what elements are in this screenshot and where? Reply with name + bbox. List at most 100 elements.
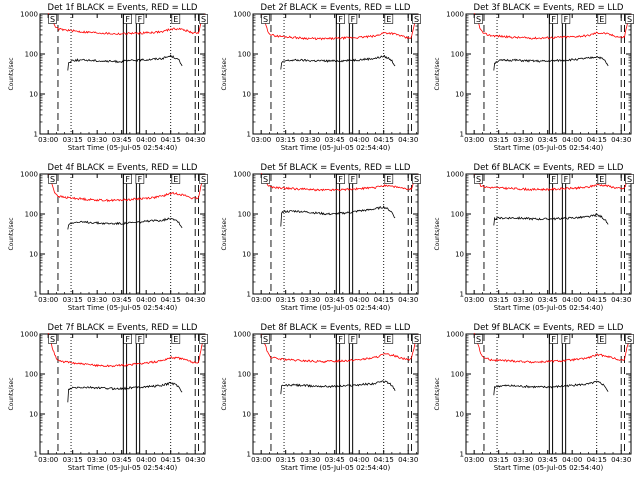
flag-box: [171, 174, 181, 184]
x-tick-label: 04:00: [136, 456, 156, 464]
plot-frame: [252, 13, 419, 135]
x-tick-label: 03:30: [300, 456, 320, 464]
x-tick-label: 04:00: [349, 296, 369, 304]
flag-label: F: [125, 335, 130, 344]
x-tick-label: 03:15: [489, 136, 509, 144]
x-tick-label: 03:00: [251, 456, 271, 464]
y-axis-label: Counts/sec: [434, 377, 441, 410]
y-tick-label: 10: [29, 91, 38, 99]
chart-title: Det 6f BLACK = Events, RED = LLD: [474, 163, 624, 173]
x-tick-label: 04:15: [587, 456, 607, 464]
x-axis-label: Start Time (05-Jul-05 02:54:40): [281, 144, 391, 152]
flag-label: S: [476, 15, 481, 24]
chart-svg: Det 8f BLACK = Events, RED = LLD 1 10 100 10…: [221, 323, 421, 472]
plot-frame: [39, 173, 206, 295]
y-tick-label: 1000: [446, 171, 464, 179]
flag-box: [261, 174, 270, 184]
flag-label: S: [414, 335, 419, 344]
x-tick-label: 04:15: [161, 456, 181, 464]
flag-label: E: [386, 335, 391, 344]
x-tick-label: 03:30: [87, 136, 107, 144]
x-tick-label: 03:30: [87, 456, 107, 464]
y-axis-label: Counts/sec: [434, 217, 441, 250]
chart-panel-det-5f: Det 5f BLACK = Events, RED = LLD 1 10 100 10…: [213, 160, 426, 320]
events-series-line: [67, 217, 183, 230]
x-axis-label: Start Time (05-Jul-05 02:54:40): [68, 144, 178, 152]
x-axis-label: Start Time (05-Jul-05 02:54:40): [281, 304, 391, 312]
x-tick-label: 03:30: [513, 456, 533, 464]
flag-box: [135, 174, 145, 184]
x-tick-label: 04:30: [185, 456, 205, 464]
flag-label: F: [551, 175, 556, 184]
flag-label: F: [351, 335, 356, 344]
chart-title: Det 3f BLACK = Events, RED = LLD: [474, 3, 624, 13]
x-tick-label: 03:30: [87, 296, 107, 304]
chart-title: Det 2f BLACK = Events, RED = LLD: [261, 3, 411, 13]
flag-label: E: [173, 175, 178, 184]
flag-box: [171, 14, 181, 24]
flag-label: E: [599, 175, 604, 184]
x-tick-label: 03:45: [112, 456, 132, 464]
x-tick-label: 03:15: [63, 296, 83, 304]
chart-title: Det 9f BLACK = Events, RED = LLD: [474, 323, 624, 333]
y-axis-label: Counts/sec: [221, 57, 228, 90]
flag-label: S: [263, 15, 268, 24]
y-tick-label: 1000: [20, 331, 38, 339]
flag-box: [199, 14, 208, 24]
lld-series-line: [473, 332, 632, 364]
flag-label: E: [386, 15, 391, 24]
lld-series-line: [260, 172, 419, 192]
events-series-line: [493, 380, 609, 396]
flag-label: S: [627, 335, 632, 344]
flag-label: S: [476, 175, 481, 184]
y-tick-label: 1000: [446, 11, 464, 19]
x-axis-label: Start Time (05-Jul-05 02:54:40): [68, 304, 178, 312]
y-tick-label: 100: [451, 211, 464, 219]
x-tick-label: 04:30: [398, 136, 418, 144]
flag-box: [625, 174, 634, 184]
flag-box: [412, 334, 421, 344]
y-tick-label: 100: [451, 371, 464, 379]
flag-box: [597, 14, 607, 24]
x-tick-label: 04:30: [611, 296, 631, 304]
flag-label: S: [201, 15, 206, 24]
x-tick-label: 04:30: [185, 136, 205, 144]
chart-panel-det-4f: Det 4f BLACK = Events, RED = LLD 1 10 100 10…: [0, 160, 213, 320]
x-tick-label: 03:00: [38, 296, 58, 304]
x-tick-label: 03:00: [38, 456, 58, 464]
plot-frame: [465, 333, 632, 455]
flag-label: S: [201, 175, 206, 184]
flag-label: F: [564, 15, 569, 24]
plot-frame: [39, 13, 206, 135]
flag-box: [412, 174, 421, 184]
y-tick-label: 10: [242, 411, 251, 419]
flag-label: S: [414, 15, 419, 24]
y-tick-label: 100: [451, 51, 464, 59]
flag-box: [135, 334, 145, 344]
y-axis-label: Counts/sec: [8, 377, 15, 410]
x-tick-label: 03:45: [112, 296, 132, 304]
x-axis-label: Start Time (05-Jul-05 02:54:40): [494, 144, 604, 152]
x-axis-label: Start Time (05-Jul-05 02:54:40): [494, 304, 604, 312]
flag-box: [474, 174, 483, 184]
flag-label: F: [125, 15, 130, 24]
flag-label: S: [201, 335, 206, 344]
chart-panel-det-6f: Det 6f BLACK = Events, RED = LLD 1 10 100 10…: [426, 160, 639, 320]
x-tick-label: 04:00: [136, 136, 156, 144]
flag-box: [597, 174, 607, 184]
flag-box: [48, 334, 57, 344]
plot-frame: [39, 333, 206, 455]
y-tick-label: 10: [455, 411, 464, 419]
flag-label: F: [351, 175, 356, 184]
flag-box: [549, 174, 558, 184]
y-tick-label: 10: [242, 91, 251, 99]
flag-box: [474, 14, 483, 24]
flag-box: [123, 174, 132, 184]
chart-panel-det-1f: Det 1f BLACK = Events, RED = LLD 1 10 100 10…: [0, 0, 213, 160]
flag-box: [561, 174, 571, 184]
chart-title: Det 7f BLACK = Events, RED = LLD: [48, 323, 198, 333]
flag-box: [348, 334, 358, 344]
x-tick-label: 03:45: [538, 136, 558, 144]
x-tick-label: 03:30: [300, 136, 320, 144]
y-tick-label: 1: [460, 291, 464, 299]
